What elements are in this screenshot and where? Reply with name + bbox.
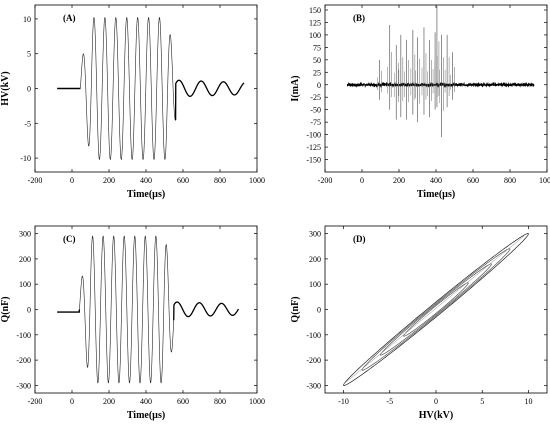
y-tick-label: 0: [27, 306, 31, 315]
panel-label: (B): [353, 13, 365, 23]
plot-frame: [324, 225, 548, 394]
y-tick-label: -100: [16, 331, 31, 340]
x-tick-label: -5: [386, 397, 393, 406]
y-tick-label: 100: [19, 280, 31, 289]
y-tick-label: 0: [317, 81, 321, 90]
x-tick-label: 800: [214, 176, 226, 185]
y-tick-label: 125: [309, 18, 321, 27]
y-tick-label: 300: [19, 230, 31, 239]
y-tick-label: -25: [310, 93, 321, 102]
x-tick-label: 0: [434, 397, 438, 406]
x-tick-label: -10: [338, 397, 349, 406]
y-tick-label: 5: [27, 50, 31, 59]
charge-trace: [57, 235, 239, 384]
x-tick-label: -200: [28, 397, 43, 406]
x-axis-title: Time(µs): [417, 189, 455, 200]
y-tick-label: 0: [27, 85, 31, 94]
x-axis-title: HV(kV): [419, 410, 453, 421]
x-tick-label: 200: [103, 176, 115, 185]
qv-trend: [343, 235, 525, 385]
qv-loop: [343, 233, 529, 386]
y-axis-title: HV(kV): [0, 71, 11, 105]
x-tick-label: 0: [360, 176, 364, 185]
y-tick-label: 150: [309, 6, 321, 15]
y-tick-label: 0: [317, 306, 321, 315]
y-tick-label: -300: [16, 381, 31, 390]
x-tick-label: 200: [393, 176, 405, 185]
panel-c: -200 0 200 400 600 800 1000 -300 -200 -100 0 100 200…: [0, 225, 265, 421]
panel-label: (C): [63, 234, 76, 244]
y-tick-label: -100: [306, 131, 321, 140]
y-axis-title: Q(nF): [290, 296, 301, 322]
y-tick-label: -100: [306, 331, 321, 340]
panel-b: -20002004006008001000-150-125-100-75-50-…: [290, 4, 550, 200]
y-tick-label: 200: [309, 255, 321, 264]
x-tick-label: 400: [140, 397, 152, 406]
charge-trace-baseline: [57, 309, 81, 313]
x-tick-label: 400: [430, 176, 442, 185]
panel-label: (D): [353, 234, 366, 244]
x-tick-label: 0: [70, 176, 74, 185]
hv-trace-ringing: [174, 79, 245, 121]
y-tick-label: -75: [310, 118, 321, 127]
panel-label: (A): [63, 13, 76, 23]
y-tick-label: 25: [313, 68, 321, 77]
x-tick-label: 400: [140, 176, 152, 185]
x-tick-label: 1000: [249, 176, 265, 185]
plot-frame: [34, 225, 258, 394]
qv-loop: [361, 248, 511, 371]
x-tick-label: 600: [177, 397, 189, 406]
panel-d: -10 -5 0 5 10 -300 -200 -100 0 100 200 300 HV(kV) Q(n…: [290, 225, 548, 421]
panel-a: -200 0 200 400 600 800 1000 -10 -5 0 5 10 Time(µs) HV…: [0, 4, 265, 200]
y-tick-label: -10: [20, 154, 31, 163]
y-tick-label: 100: [309, 31, 321, 40]
charge-trace-ringing: [173, 301, 240, 321]
plot-frame: [324, 4, 548, 173]
y-tick-label: 10: [23, 15, 31, 24]
x-tick-label: 10: [525, 397, 533, 406]
y-tick-label: -200: [306, 356, 321, 365]
y-tick-label: 75: [313, 43, 321, 52]
x-tick-label: 0: [70, 397, 74, 406]
y-tick-label: 300: [309, 230, 321, 239]
x-tick-label: 1000: [249, 397, 265, 406]
qv-loop: [403, 282, 469, 337]
qv-loop: [380, 263, 492, 356]
y-tick-label: -5: [24, 119, 31, 128]
hv-trace: [57, 17, 245, 160]
x-tick-label: -200: [318, 176, 333, 185]
y-axis-title: I(mA): [290, 75, 301, 101]
y-tick-label: 200: [19, 255, 31, 264]
x-tick-label: 800: [504, 176, 516, 185]
x-tick-label: 600: [467, 176, 479, 185]
y-tick-label: -200: [16, 356, 31, 365]
x-tick-label: -200: [28, 176, 43, 185]
y-tick-label: 100: [309, 280, 321, 289]
y-tick-label: -300: [306, 381, 321, 390]
y-tick-label: 50: [313, 56, 321, 65]
x-tick-label: 200: [103, 397, 115, 406]
current-baseline: [346, 81, 535, 89]
y-tick-label: -50: [310, 106, 321, 115]
x-tick-label: 600: [177, 176, 189, 185]
y-axis-title: Q(nF): [0, 296, 11, 322]
x-axis-title: Time(µs): [127, 410, 165, 421]
x-tick-label: 1000: [539, 176, 550, 185]
x-tick-label: 800: [214, 397, 226, 406]
x-axis-title: Time(µs): [127, 189, 165, 200]
x-tick-label: 5: [480, 397, 484, 406]
y-tick-label: -125: [306, 143, 321, 152]
y-tick-label: -150: [306, 156, 321, 165]
